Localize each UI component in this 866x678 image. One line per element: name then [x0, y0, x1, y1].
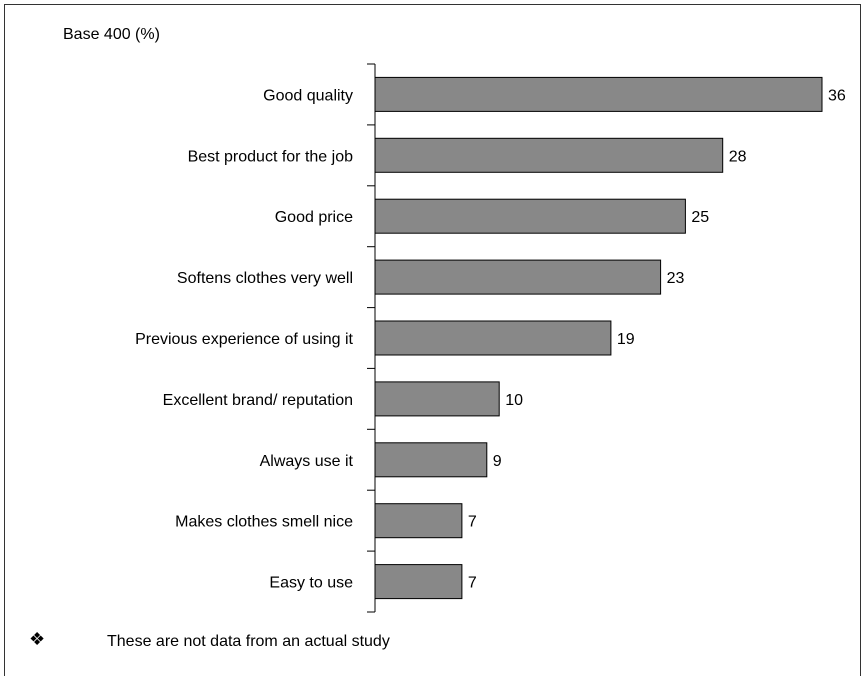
data-label: 10 — [505, 392, 523, 409]
chart-frame — [4, 4, 861, 676]
data-label: 25 — [691, 209, 709, 226]
four-diamond-bullet-icon: ❖ — [29, 629, 46, 649]
category-label: Good price — [275, 209, 353, 226]
bar — [374, 320, 612, 356]
data-label: 36 — [828, 87, 846, 104]
bar — [374, 76, 823, 112]
category-label: Always use it — [260, 453, 354, 470]
bar — [374, 381, 500, 417]
bar — [374, 137, 724, 173]
bar — [374, 442, 488, 478]
data-label: 28 — [729, 148, 747, 165]
category-label: Makes clothes smell nice — [175, 514, 353, 531]
category-label: Excellent brand/ reputation — [163, 392, 353, 409]
bar — [374, 198, 686, 234]
category-label: Best product for the job — [188, 148, 354, 165]
footnote-text: These are not data from an actual study — [107, 633, 390, 650]
category-label: Previous experience of using it — [135, 331, 353, 348]
bar — [374, 259, 662, 295]
category-label: Easy to use — [269, 575, 353, 592]
bar-chart: Good quality 36 Best product for the job 28… — [135, 63, 846, 613]
category-label: Softens clothes very well — [177, 270, 353, 287]
data-label: 23 — [667, 270, 685, 287]
bar — [374, 564, 463, 600]
bar — [374, 503, 463, 539]
category-label: Good quality — [263, 87, 353, 104]
data-label: 9 — [493, 453, 502, 470]
base-label: Base 400 (%) — [63, 26, 160, 43]
data-label: 7 — [468, 575, 477, 592]
data-label: 7 — [468, 514, 477, 531]
data-label: 19 — [617, 331, 635, 348]
